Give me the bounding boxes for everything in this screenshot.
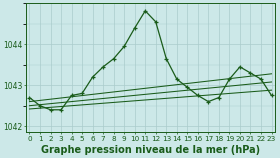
X-axis label: Graphe pression niveau de la mer (hPa): Graphe pression niveau de la mer (hPa) — [41, 145, 260, 155]
